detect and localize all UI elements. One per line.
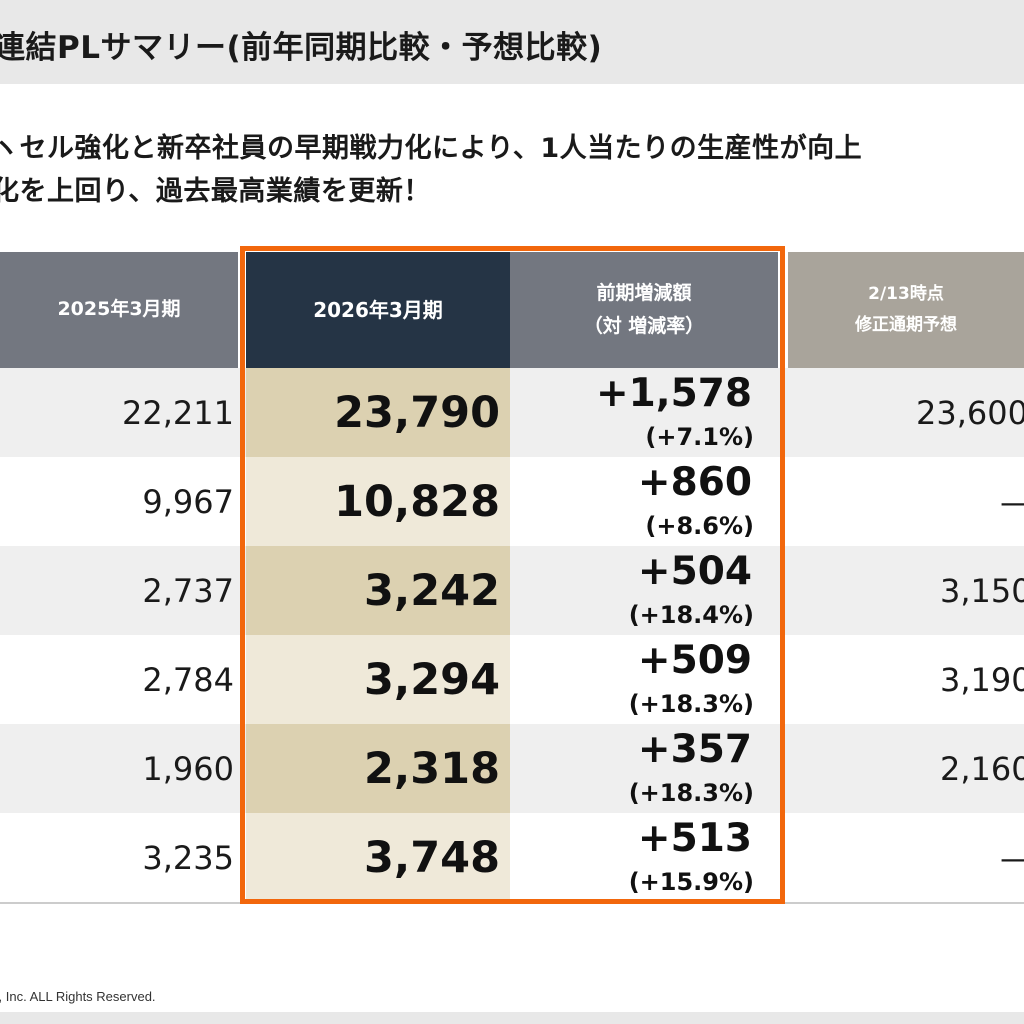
table-row — [0, 368, 1024, 457]
forecast-value: 3,150 — [940, 572, 1024, 610]
prior-year-value: 2,784 — [142, 661, 234, 699]
change-rate: (+18.3%) — [628, 779, 754, 807]
prior-year-value: 3,235 — [142, 839, 234, 877]
table-row — [0, 813, 1024, 902]
forecast-value: — — [1000, 839, 1024, 877]
header-current-year-label: 2026年3月期 — [313, 297, 443, 322]
table-row — [0, 724, 1024, 813]
table-row — [0, 457, 1024, 546]
prior-year-value: 9,967 — [142, 483, 234, 521]
prior-year-value: 1,960 — [142, 750, 234, 788]
table-row — [0, 635, 1024, 724]
header-forecast-label: 修正通期予想 — [855, 315, 957, 335]
current-year-value: 10,828 — [334, 477, 500, 527]
change-amount: +504 — [637, 549, 752, 594]
change-amount: +357 — [637, 727, 752, 772]
prior-year-value: 22,211 — [122, 394, 234, 432]
change-rate: (+18.3%) — [628, 690, 754, 718]
header-forecast: 2/13時点 修正通期予想 — [788, 252, 1024, 368]
forecast-value: 23,600 — [916, 394, 1024, 432]
current-cell-bg — [246, 813, 510, 902]
copyright-footer: s, Inc. ALL Rights Reserved. — [0, 989, 156, 1004]
lead-text-line-1: ヽセル強化と新卒社員の早期戦力化により、1人当たりの生産性が向上 — [0, 133, 863, 164]
current-year-value: 3,748 — [363, 833, 500, 883]
header-change: 前期増減額 （対 増減率） — [510, 252, 778, 368]
change-amount: +1,578 — [595, 371, 752, 416]
lead-text-line-2: 化を上回り、過去最高業績を更新！ — [0, 176, 431, 207]
current-year-value: 3,294 — [363, 655, 500, 705]
current-year-value: 3,242 — [363, 566, 500, 616]
current-year-highlight-box — [240, 246, 785, 904]
header-forecast-date: 2/13時点 — [868, 283, 944, 304]
current-cell-bg — [246, 368, 510, 457]
header-current-year: 2026年3月期 — [246, 252, 510, 368]
current-cell-bg — [246, 457, 510, 546]
current-year-value: 23,790 — [334, 388, 500, 438]
page-title: 連結PLサマリー(前年同期比較・予想比較) — [0, 30, 603, 66]
header-change-sublabel: （対 増減率） — [583, 315, 705, 337]
forecast-value: 2,160 — [940, 750, 1024, 788]
header-prior-year-label: 2025年3月期 — [57, 298, 181, 321]
current-cell-bg — [246, 635, 510, 724]
footer-bar — [0, 1012, 1024, 1024]
prior-year-value: 2,737 — [142, 572, 234, 610]
change-amount: +509 — [637, 638, 752, 683]
change-amount: +860 — [637, 460, 752, 505]
title-bar — [0, 0, 1024, 84]
header-change-label: 前期増減額 — [596, 281, 692, 304]
change-rate: (+7.1%) — [645, 423, 754, 451]
table-row — [0, 546, 1024, 635]
change-amount: +513 — [637, 816, 752, 861]
current-cell-bg — [246, 724, 510, 813]
forecast-value: 3,190 — [940, 661, 1024, 699]
current-year-value: 2,318 — [363, 744, 500, 794]
change-rate: (+15.9%) — [628, 868, 754, 896]
current-cell-bg — [246, 546, 510, 635]
change-rate: (+18.4%) — [628, 601, 754, 629]
forecast-value: — — [1000, 483, 1024, 521]
header-prior-year: 2025年3月期 — [0, 252, 238, 368]
change-rate: (+8.6%) — [645, 512, 754, 540]
